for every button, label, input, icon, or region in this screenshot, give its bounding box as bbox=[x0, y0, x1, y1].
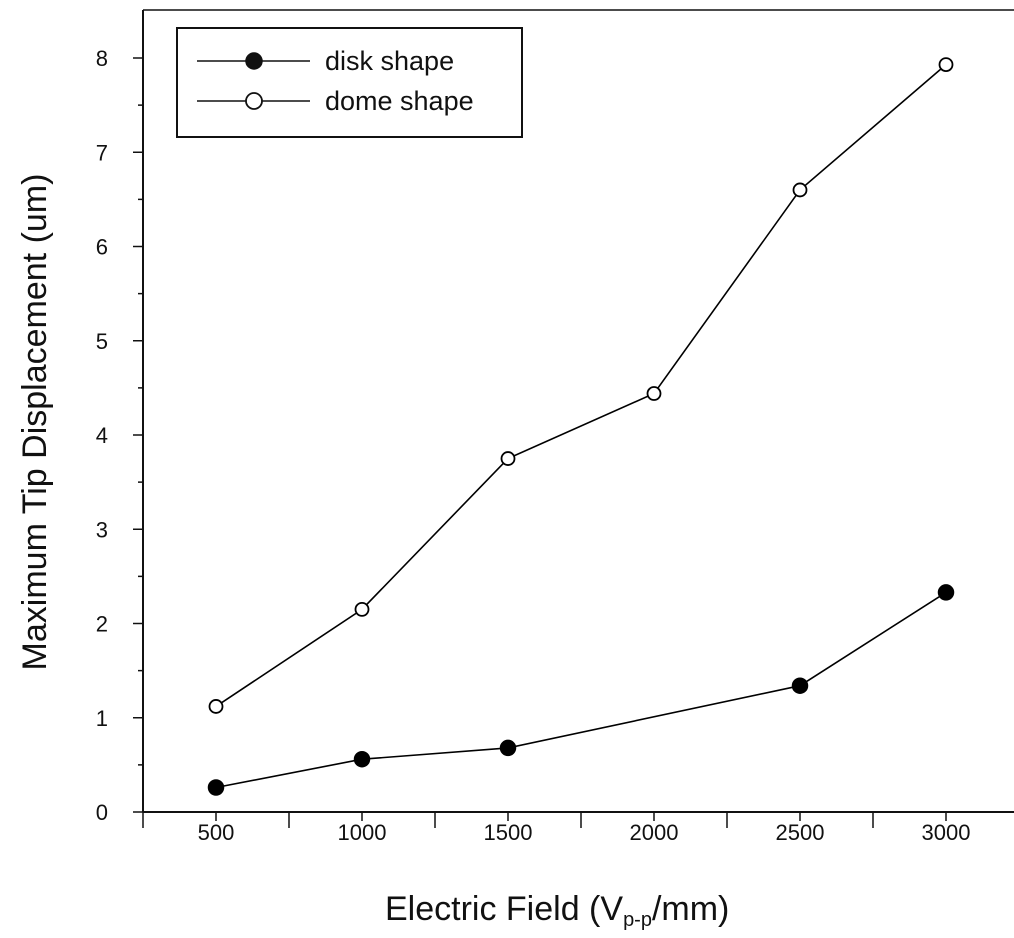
legend-marker-dome bbox=[245, 92, 263, 110]
y-tick-label: 1 bbox=[96, 706, 108, 731]
data-point-disk bbox=[937, 584, 955, 601]
data-point-dome bbox=[646, 386, 662, 401]
y-tick-label: 5 bbox=[96, 329, 108, 354]
y-tick-label: 0 bbox=[96, 800, 108, 825]
data-point-disk bbox=[207, 779, 225, 796]
x-axis-label-tail: /mm) bbox=[652, 890, 729, 928]
data-point-dome bbox=[500, 451, 516, 466]
data-point-disk bbox=[353, 750, 371, 768]
y-tick-label: 8 bbox=[96, 46, 108, 71]
x-tick-label: 1000 bbox=[338, 820, 387, 845]
series-group bbox=[207, 57, 955, 796]
data-point-dome bbox=[354, 601, 370, 617]
x-tick-label: 3000 bbox=[922, 820, 971, 845]
legend-label-disk: disk shape bbox=[325, 46, 454, 76]
y-tick-label: 2 bbox=[96, 612, 108, 637]
data-point-dome bbox=[938, 57, 954, 72]
x-tick-label: 1500 bbox=[484, 820, 533, 845]
x-axis-label-subscript: p-p bbox=[623, 909, 652, 931]
x-axis-label: Electric Field (Vp-p/mm) bbox=[385, 890, 729, 931]
data-point-disk bbox=[791, 677, 809, 694]
tick-group: 500 1000 1500 2000 2500 3000 0 1 2 3 4 5 6 7 8 bbox=[96, 46, 971, 845]
data-point-dome bbox=[208, 699, 224, 714]
series-line-dome bbox=[215, 63, 947, 708]
y-tick-label: 6 bbox=[96, 235, 108, 260]
y-tick-label: 3 bbox=[96, 517, 108, 542]
legend: disk shape dome shape bbox=[176, 27, 523, 138]
data-point-disk bbox=[499, 739, 517, 757]
legend-marker-disk bbox=[245, 52, 263, 70]
y-axis-label: Maximum Tip Displacement (um) bbox=[16, 174, 54, 671]
y-tick-label: 4 bbox=[96, 423, 108, 448]
x-tick-label: 2500 bbox=[776, 820, 825, 845]
legend-box bbox=[176, 27, 523, 138]
legend-label-dome: dome shape bbox=[325, 86, 474, 116]
data-point-dome bbox=[792, 182, 808, 198]
x-axis-label-main: Electric Field (V bbox=[385, 890, 623, 928]
axes bbox=[142, 9, 1014, 813]
x-tick-label: 500 bbox=[198, 820, 235, 845]
x-tick-label: 2000 bbox=[630, 820, 679, 845]
y-tick-label: 7 bbox=[96, 140, 108, 165]
series-line-disk bbox=[215, 591, 947, 789]
